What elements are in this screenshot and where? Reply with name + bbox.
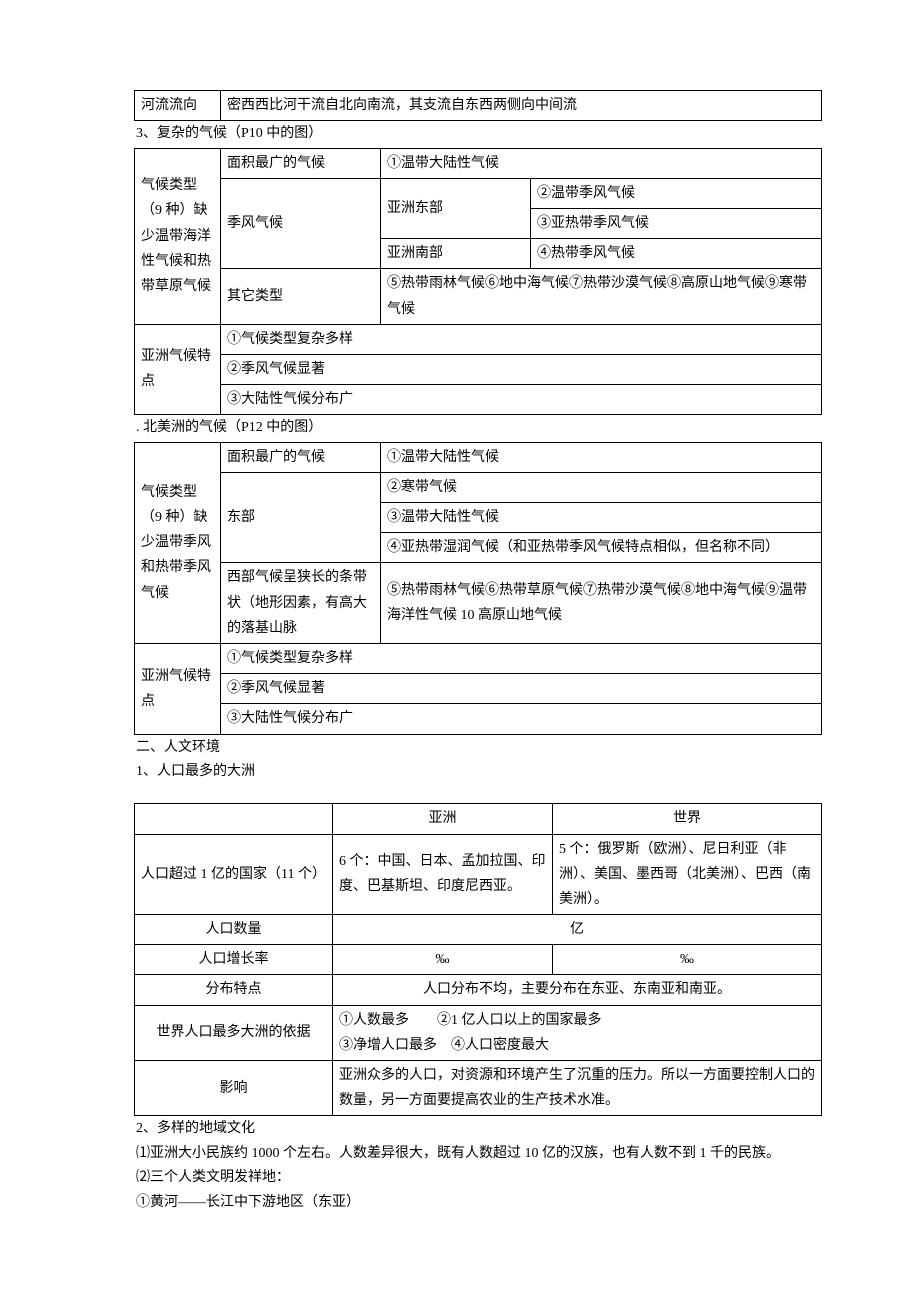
table-row: ②季风气候显著 bbox=[135, 674, 822, 704]
spacer bbox=[134, 785, 822, 803]
cell: 人口分布不均，主要分布在东亚、东南亚和南亚。 bbox=[333, 975, 822, 1005]
section-heading-na-climate: . 北美洲的气候（P12 中的图） bbox=[134, 417, 822, 439]
cell: ①温带大陆性气候 bbox=[381, 442, 822, 472]
table-row: 季风气候 亚洲东部 ②温带季风气候 bbox=[135, 178, 822, 208]
paragraph: ①黄河——长江中下游地区（东亚） bbox=[134, 1192, 822, 1214]
cell: ‰ bbox=[333, 945, 553, 975]
cell: ‰ bbox=[553, 945, 822, 975]
cell: 面积最广的气候 bbox=[221, 442, 381, 472]
table-row: 人口数量 亿 bbox=[135, 915, 822, 945]
cell: 亚洲众多的人口，对资源和环境产生了沉重的压力。所以一方面要控制人口的数量，另一方… bbox=[333, 1061, 822, 1116]
cell-empty bbox=[135, 804, 333, 834]
cell: ③大陆性气候分布广 bbox=[221, 704, 822, 734]
section-heading-climate: 3、复杂的气候（P10 中的图） bbox=[134, 123, 822, 145]
table-row: 西部气候呈狭长的条带状（地形因素，有高大的落基山脉 ⑤热带雨林气候⑥热带草原气候… bbox=[135, 563, 822, 644]
table-row: 气候类型（9 种）缺少温带海洋性气候和热带草原气候 面积最广的气候 ①温带大陆性… bbox=[135, 148, 822, 178]
cell: ③温带大陆性气候 bbox=[381, 503, 822, 533]
cell: ⑤热带雨林气候⑥热带草原气候⑦热带沙漠气候⑧地中海气候⑨温带海洋性气候 10 高… bbox=[381, 563, 822, 644]
cell: 6 个：中国、日本、孟加拉国、印度、巴基斯坦、印度尼西亚。 bbox=[333, 834, 553, 915]
cell: 亚洲南部 bbox=[381, 239, 531, 269]
table-row: ③大陆性气候分布广 bbox=[135, 704, 822, 734]
cell: ①气候类型复杂多样 bbox=[221, 324, 822, 354]
paragraph: ⑴亚洲大小民族约 1000 个左右。人数差异很大，既有人数超过 10 亿的汉族，… bbox=[134, 1143, 822, 1165]
population-table: 亚洲 世界 人口超过 1 亿的国家（11 个） 6 个：中国、日本、孟加拉国、印… bbox=[134, 803, 822, 1116]
col-header: 世界 bbox=[553, 804, 822, 834]
north-america-climate-table: 气候类型（9 种）缺少温带季风和热带季风气候 面积最广的气候 ①温带大陆性气候 … bbox=[134, 442, 822, 735]
table-row: 影响 亚洲众多的人口，对资源和环境产生了沉重的压力。所以一方面要控制人口的数量，… bbox=[135, 1061, 822, 1116]
cell: ②寒带气候 bbox=[381, 472, 822, 502]
row-header: 人口增长率 bbox=[135, 945, 333, 975]
row-header: 亚洲气候特点 bbox=[135, 643, 221, 734]
cell: ①气候类型复杂多样 bbox=[221, 643, 822, 673]
table-row: ②季风气候显著 bbox=[135, 354, 822, 384]
row-header: 亚洲气候特点 bbox=[135, 324, 221, 415]
cell: 亿 bbox=[333, 915, 822, 945]
river-direction-table: 河流流向 密西西比河干流自北向南流，其支流自东西两侧向中间流 bbox=[134, 90, 822, 121]
table-row: 东部 ②寒带气候 bbox=[135, 472, 822, 502]
asia-climate-table: 气候类型（9 种）缺少温带海洋性气候和热带草原气候 面积最广的气候 ①温带大陆性… bbox=[134, 148, 822, 416]
row-header: 气候类型（9 种）缺少温带季风和热带季风气候 bbox=[135, 442, 221, 643]
subheading-population: 1、人口最多的大洲 bbox=[134, 761, 822, 783]
row-header: 影响 bbox=[135, 1061, 333, 1116]
table-row: 气候类型（9 种）缺少温带季风和热带季风气候 面积最广的气候 ①温带大陆性气候 bbox=[135, 442, 822, 472]
table-row: 人口增长率 ‰ ‰ bbox=[135, 945, 822, 975]
row-header: 世界人口最多大洲的依据 bbox=[135, 1005, 333, 1060]
row-header: 人口超过 1 亿的国家（11 个） bbox=[135, 834, 333, 915]
cell: ⑤热带雨林气候⑥地中海气候⑦热带沙漠气候⑧高原山地气候⑨寒带气候 bbox=[381, 269, 822, 324]
table-row: 其它类型 ⑤热带雨林气候⑥地中海气候⑦热带沙漠气候⑧高原山地气候⑨寒带气候 bbox=[135, 269, 822, 324]
cell: ③大陆性气候分布广 bbox=[221, 385, 822, 415]
table-row: 亚洲 世界 bbox=[135, 804, 822, 834]
cell: ②季风气候显著 bbox=[221, 674, 822, 704]
cell: ①人数最多 ②1 亿人口以上的国家最多 ③净增人口最多 ④人口密度最大 bbox=[333, 1005, 822, 1060]
paragraph: ⑵三个人类文明发祥地： bbox=[134, 1167, 822, 1189]
col-header: 亚洲 bbox=[333, 804, 553, 834]
cell: 西部气候呈狭长的条带状（地形因素，有高大的落基山脉 bbox=[221, 563, 381, 644]
cell: ④热带季风气候 bbox=[531, 239, 822, 269]
cell-label: 河流流向 bbox=[135, 91, 221, 121]
table-row: 河流流向 密西西比河干流自北向南流，其支流自东西两侧向中间流 bbox=[135, 91, 822, 121]
row-header: 气候类型（9 种）缺少温带海洋性气候和热带草原气候 bbox=[135, 148, 221, 324]
row-header: 人口数量 bbox=[135, 915, 333, 945]
table-row: 亚洲气候特点 ①气候类型复杂多样 bbox=[135, 324, 822, 354]
cell: 东部 bbox=[221, 472, 381, 563]
cell: ③亚热带季风气候 bbox=[531, 208, 822, 238]
subheading-culture: 2、多样的地域文化 bbox=[134, 1118, 822, 1140]
table-row: 世界人口最多大洲的依据 ①人数最多 ②1 亿人口以上的国家最多 ③净增人口最多 … bbox=[135, 1005, 822, 1060]
cell: 5 个：俄罗斯（欧洲）、尼日利亚（非洲）、美国、墨西哥（北美洲）、巴西（南美洲）… bbox=[553, 834, 822, 915]
table-row: ③大陆性气候分布广 bbox=[135, 385, 822, 415]
cell-value: 密西西比河干流自北向南流，其支流自东西两侧向中间流 bbox=[221, 91, 822, 121]
table-row: 人口超过 1 亿的国家（11 个） 6 个：中国、日本、孟加拉国、印度、巴基斯坦… bbox=[135, 834, 822, 915]
cell: 其它类型 bbox=[221, 269, 381, 324]
cell: 季风气候 bbox=[221, 178, 381, 269]
heading-human-env: 二、人文环境 bbox=[134, 737, 822, 759]
table-row: 分布特点 人口分布不均，主要分布在东亚、东南亚和南亚。 bbox=[135, 975, 822, 1005]
row-header: 分布特点 bbox=[135, 975, 333, 1005]
cell: 面积最广的气候 bbox=[221, 148, 381, 178]
cell: ①温带大陆性气候 bbox=[381, 148, 822, 178]
cell: ②季风气候显著 bbox=[221, 354, 822, 384]
table-row: 亚洲气候特点 ①气候类型复杂多样 bbox=[135, 643, 822, 673]
cell: 亚洲东部 bbox=[381, 178, 531, 238]
cell: ②温带季风气候 bbox=[531, 178, 822, 208]
cell: ④亚热带湿润气候（和亚热带季风气候特点相似，但名称不同） bbox=[381, 533, 822, 563]
